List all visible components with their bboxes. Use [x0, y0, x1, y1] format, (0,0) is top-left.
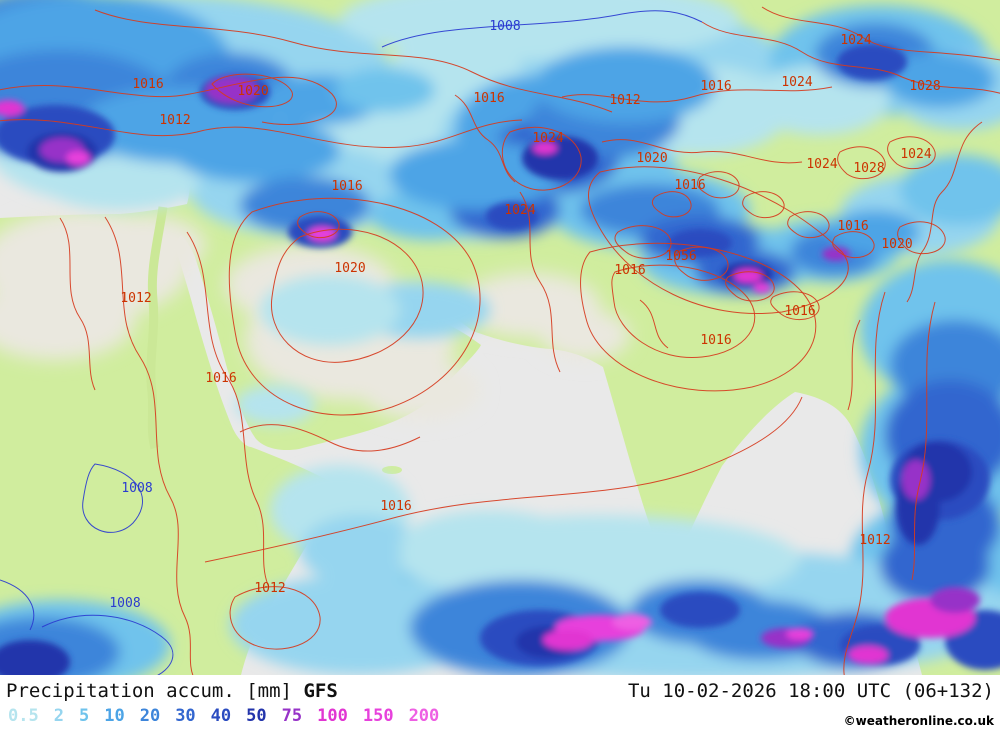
legend-value: 200 [408, 706, 440, 726]
isobar-label: 1016 [614, 263, 645, 278]
model-name: GFS [303, 680, 338, 702]
map-title-text: Precipitation accum. [6, 680, 235, 702]
isobar-label: 1024 [504, 203, 535, 218]
isobar-label: 1016 [700, 333, 731, 348]
isobar-label: 1028 [909, 79, 940, 94]
isobar-label: 1012 [159, 113, 190, 128]
isobar-label: 1016 [132, 77, 163, 92]
legend-value: 75 [281, 706, 303, 726]
isobar-label: 1024 [806, 157, 837, 172]
map-units: [mm] [246, 680, 292, 702]
isobar-label: 1016 [331, 179, 362, 194]
isobar-label: 1020 [237, 84, 268, 99]
isobar-label: 1008 [109, 596, 140, 611]
isobar-label: 1012 [609, 93, 640, 108]
legend-value: 10 [104, 706, 125, 726]
isobar-label: 1012 [254, 581, 285, 596]
isobar-label: 1024 [532, 131, 563, 146]
isobar-label: 1016 [205, 371, 236, 386]
legend-value: 5 [78, 706, 90, 726]
legend-value: 50 [246, 706, 267, 726]
precipitation-heavy-layer [0, 44, 1000, 675]
isobar-label: 1020 [334, 261, 365, 276]
isobar-label: 1008 [489, 19, 520, 34]
isobar-contours [0, 6, 1000, 675]
isobar-labels: 1008 1016 1020 1012 1016 1012 1016 1024 1024 1028… [109, 19, 940, 611]
isobar-label: 1008 [121, 481, 152, 496]
legend-value: 20 [139, 706, 161, 726]
isobar-label: 1016 [674, 178, 705, 193]
map-title: Precipitation accum. [mm] GFS [6, 680, 338, 702]
isobar-label: 1024 [781, 75, 812, 90]
legend-value: 150 [362, 706, 394, 726]
isobar-label: 1016 [700, 79, 731, 94]
map-footer: Precipitation accum. [mm] GFS Tu 10-02-2… [0, 675, 1000, 733]
isobar-label: 1016 [784, 304, 815, 319]
isobar-label: 1056 [665, 249, 696, 264]
isobar-label: 1028 [853, 161, 884, 176]
legend-value: 30 [175, 706, 196, 726]
isobar-label: 1020 [636, 151, 667, 166]
isobar-label: 1024 [900, 147, 931, 162]
isobar-label: 1020 [881, 237, 912, 252]
nile-valley [146, 206, 168, 450]
precipitation-map: 1008 1016 1020 1012 1016 1012 1016 1024 1024 1028… [0, 0, 1000, 675]
socotra-island [382, 466, 402, 474]
isobar-label: 1024 [840, 33, 871, 48]
legend-value: 40 [210, 706, 232, 726]
isobar-label: 1012 [859, 533, 890, 548]
legend-value: 100 [317, 706, 348, 726]
legend-scale: 0.5 2 5 10 20 30 40 50 75 100 150 200 [8, 706, 439, 726]
isobar-label: 1016 [837, 219, 868, 234]
isobar-label: 1016 [473, 91, 504, 106]
legend-value: 2 [53, 706, 64, 726]
valid-datetime: Tu 10-02-2026 18:00 UTC (06+132) [627, 680, 994, 702]
map-canvas: 1008 1016 1020 1012 1016 1012 1016 1024 1024 1028… [0, 0, 1000, 675]
isobar-label: 1016 [380, 499, 411, 514]
legend-value: 0.5 [8, 706, 39, 726]
copyright-link[interactable]: ©weatheronline.co.uk [843, 714, 994, 728]
isobar-label: 1012 [120, 291, 151, 306]
